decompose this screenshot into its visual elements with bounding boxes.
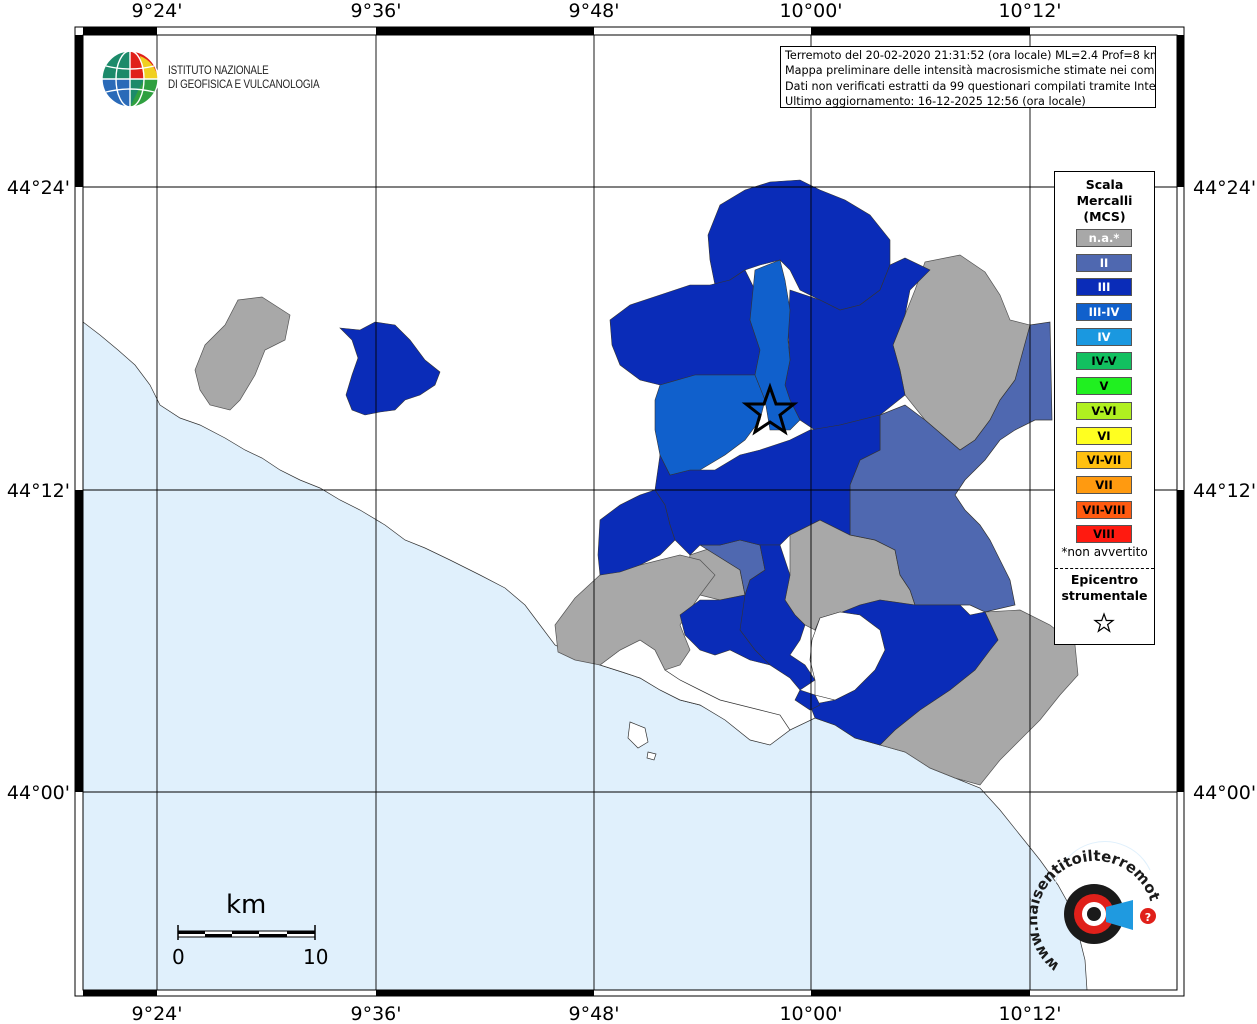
ingv-logo-line2: DI GEOFISICA E VULCANOLOGIA [168,79,320,91]
legend-item: n.a.* [1076,229,1132,247]
municipalities-iii [339,179,999,746]
ingv-logo-line1: ISTITUTO NAZIONALE [168,65,269,77]
lat-tick-label: 44°12' [1193,480,1256,502]
lon-tick-label: 9°24' [132,0,183,22]
watermark-text: www.haisentitoilterremoto.it [1030,845,1164,975]
event-info-box: Terremoto del 20-02-2020 21:31:52 (ora l… [780,46,1156,108]
scale-bar [177,925,316,940]
lon-tick-label: 10°12' [998,1003,1061,1024]
legend-item: V [1076,377,1132,396]
lon-tick-label: 10°00' [779,1003,842,1024]
lon-tick-label: 10°12' [998,0,1061,22]
svg-text:?: ? [1145,911,1151,924]
ingv-logo: ISTITUTO NAZIONALE DI GEOFISICA E VULCAN… [100,48,320,110]
legend-item: VII [1076,475,1132,494]
legend-title-line: Mercalli [1076,193,1133,208]
lat-labels-right: 44°24' 44°12' 44°00' [1193,177,1256,804]
unsampled-area [809,611,886,701]
map-frame [74,26,1185,997]
haisentito-logo: ? [1054,841,1156,944]
lon-tick-label: 9°36' [351,1003,402,1024]
legend-item: V-VI [1076,401,1132,420]
legend-item: VI-VII [1076,451,1132,470]
scale-bar-min: 0 [172,945,185,969]
legend-item: VIII [1076,525,1132,544]
legend-item: II [1076,253,1132,272]
event-info-line: Dati non verificati estratti da 99 quest… [785,79,1156,93]
legend-item: III-IV [1076,303,1132,322]
legend-item: VII-VIII [1076,500,1132,519]
legend-items: n.a.* II III III-IV IV IV-V V V-VI VI VI-VII VII VI… [1076,229,1132,550]
watermark-arc: www.haisentitoilterremoto.it [1030,845,1164,975]
lat-tick-label: 44°00' [7,782,70,804]
mcs-legend: Scala Mercalli (MCS) n.a.* II III III-IV IV I… [1054,171,1155,645]
legend-note: *non avvertito [1061,545,1148,559]
legend-title-line: Scala [1085,177,1124,192]
lon-tick-label: 9°36' [351,0,402,22]
lat-labels-left: 44°24' 44°12' 44°00' [7,177,70,804]
islet [646,751,657,761]
legend-item: VI [1076,426,1132,445]
lat-tick-label: 44°00' [1193,782,1256,804]
event-info-line: Terremoto del 20-02-2020 21:31:52 (ora l… [785,49,1156,62]
lat-tick-label: 44°12' [7,480,70,502]
epicenter-star-icon[interactable] [741,382,799,436]
legend-epicenter-line: strumentale [1061,588,1148,603]
legend-title: Scala Mercalli (MCS) [1055,177,1154,225]
legend-separator [1055,568,1154,569]
event-info-line: Mappa preliminare delle intensità macros… [785,64,1156,78]
star-icon [1093,612,1115,633]
lon-tick-label: 9°48' [569,0,620,22]
legend-epicenter-line: Epicentro [1070,572,1139,587]
legend-item: III [1076,278,1132,297]
svg-text:www.haisentitoilterremoto.it: www.haisentitoilterremoto.it [1030,845,1164,975]
legend-title-line: (MCS) [1083,209,1126,224]
lon-tick-label: 9°48' [569,1003,620,1024]
municipalities-iii-iv [654,259,801,476]
lat-tick-label: 44°24' [7,177,70,199]
legend-item: IV [1076,327,1132,346]
lon-labels-top: 9°24' 9°36' 9°48' 10°00' 10°12' [132,0,1062,22]
lat-tick-label: 44°24' [1193,177,1256,199]
legend-epicenter-label: Epicentro strumentale [1055,572,1154,604]
globe-icon [101,50,159,108]
lon-tick-label: 10°00' [779,0,842,22]
legend-item: IV-V [1076,352,1132,371]
scale-bar-title: km [226,890,267,920]
scale-bar-max: 10 [303,945,329,969]
graticule [83,35,1177,990]
event-info-line: Ultimo aggiornamento: 16-12-2025 12:56 (… [785,95,1086,108]
lon-tick-label: 9°24' [132,1003,183,1024]
lon-labels-bottom: 9°24' 9°36' 9°48' 10°00' 10°12' [132,1003,1062,1024]
islet [627,721,649,749]
